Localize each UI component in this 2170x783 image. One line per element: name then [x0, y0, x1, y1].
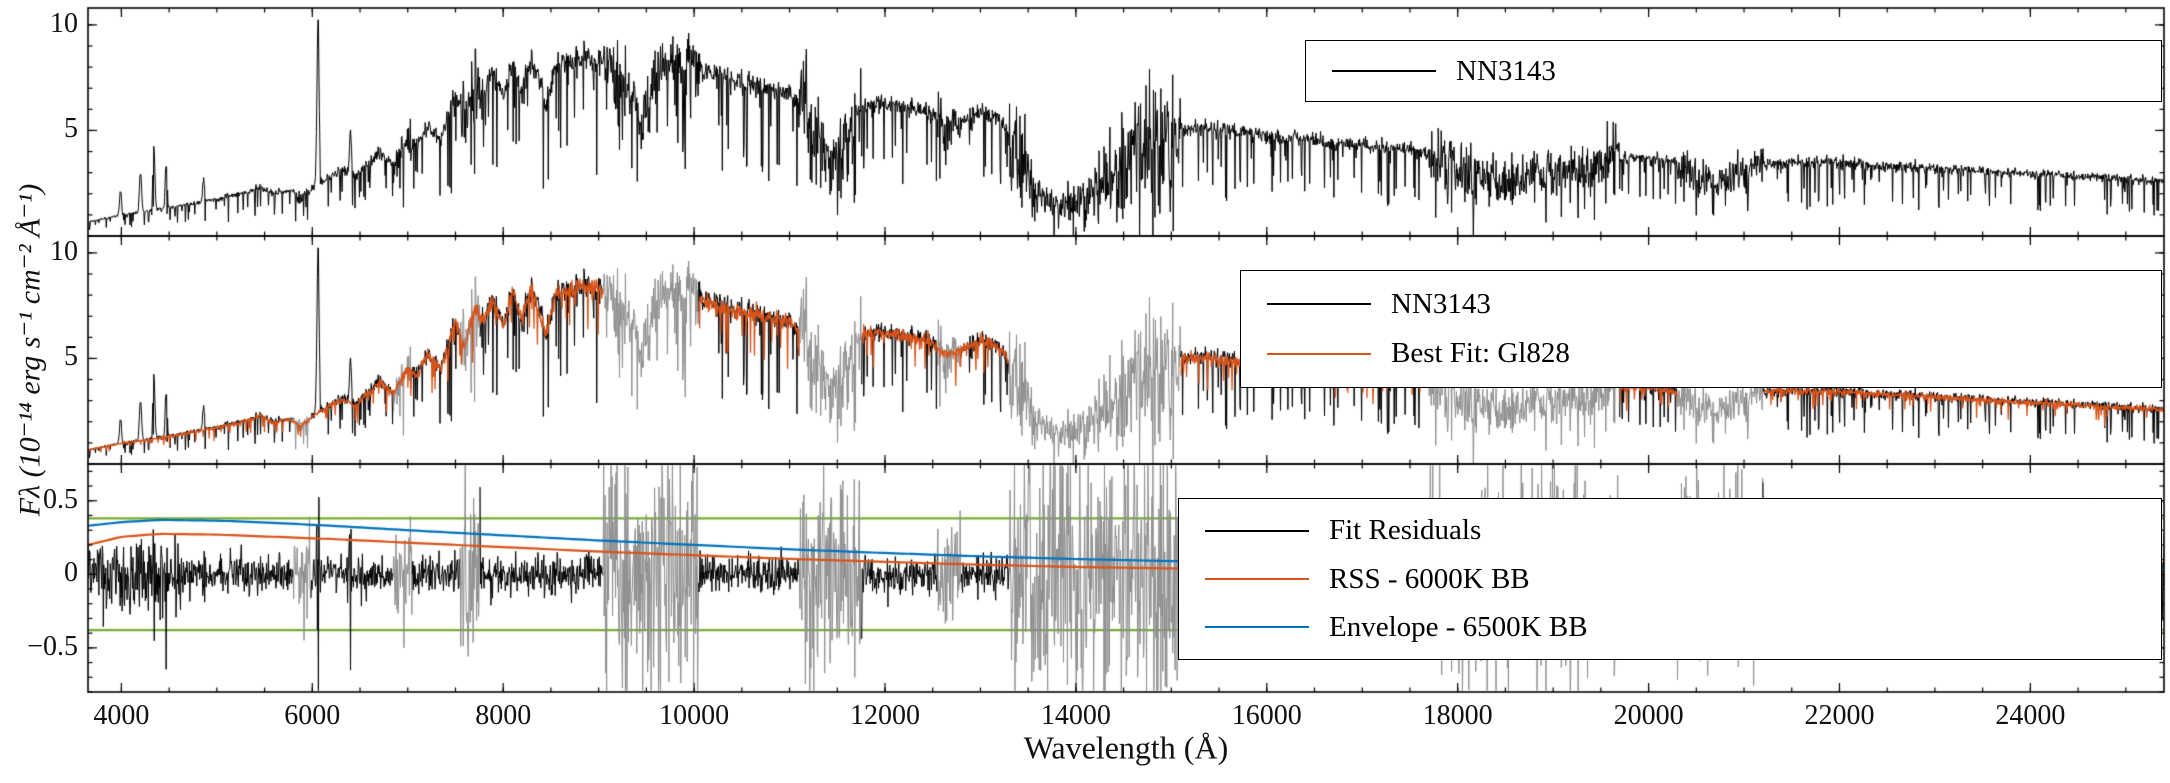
- legend-item: Fit Residuals: [1179, 514, 2161, 547]
- y-tick-label: 5: [64, 113, 78, 145]
- legend-label: Best Fit: Gl828: [1391, 337, 1570, 370]
- legend-item: NN3143: [1241, 288, 2161, 321]
- legend-line-swatch: [1205, 578, 1309, 580]
- x-tick-label: 16000: [1231, 700, 1302, 731]
- y-tick-label: 10: [50, 7, 78, 39]
- x-tick-label: 6000: [284, 700, 341, 731]
- y-tick-label: 0: [64, 557, 78, 589]
- legend-line-swatch: [1205, 529, 1309, 532]
- legend-best-fit: NN3143 Best Fit: Gl828: [1240, 270, 2162, 388]
- x-tick-label: 12000: [849, 700, 920, 731]
- x-tick-label: 8000: [475, 700, 532, 731]
- x-tick-label: 4000: [93, 700, 150, 731]
- x-tick-label: 24000: [1995, 700, 2066, 731]
- legend-item: NN3143: [1306, 55, 2161, 88]
- x-tick-label: 18000: [1422, 700, 1493, 731]
- legend-label: NN3143: [1391, 287, 1491, 320]
- legend-line-swatch: [1267, 352, 1371, 355]
- x-tick-label: 10000: [659, 700, 730, 731]
- x-tick-label: 14000: [1040, 700, 1111, 731]
- legend-label: RSS - 6000K BB: [1329, 562, 1530, 595]
- y-tick-label: −0.5: [27, 630, 78, 662]
- x-axis-label: Wavelength (Å): [1023, 729, 1229, 766]
- y-tick-label: 10: [50, 235, 78, 267]
- legend-label: NN3143: [1456, 54, 1556, 87]
- x-tick-label: 22000: [1804, 700, 1875, 731]
- y-axis-label: Fλ (10⁻¹⁴ erg s⁻¹ cm⁻² Å⁻¹): [13, 183, 47, 517]
- legend-item: Best Fit: Gl828: [1241, 337, 2161, 370]
- legend-label: Envelope - 6500K BB: [1329, 610, 1588, 643]
- legend-residuals: Fit Residuals RSS - 6000K BB Envelope - 65…: [1178, 498, 2162, 660]
- legend-line-swatch: [1267, 303, 1371, 306]
- y-tick-label: 5: [64, 341, 78, 373]
- legend-observed: NN3143: [1305, 40, 2162, 102]
- legend-item: RSS - 6000K BB: [1179, 563, 2161, 596]
- y-tick-label: 0.5: [43, 483, 78, 515]
- legend-line-swatch: [1205, 626, 1309, 629]
- x-tick-label: 20000: [1613, 700, 1684, 731]
- legend-line-swatch: [1332, 70, 1436, 72]
- legend-item: Envelope - 6500K BB: [1179, 611, 2161, 644]
- legend-label: Fit Residuals: [1329, 514, 1482, 547]
